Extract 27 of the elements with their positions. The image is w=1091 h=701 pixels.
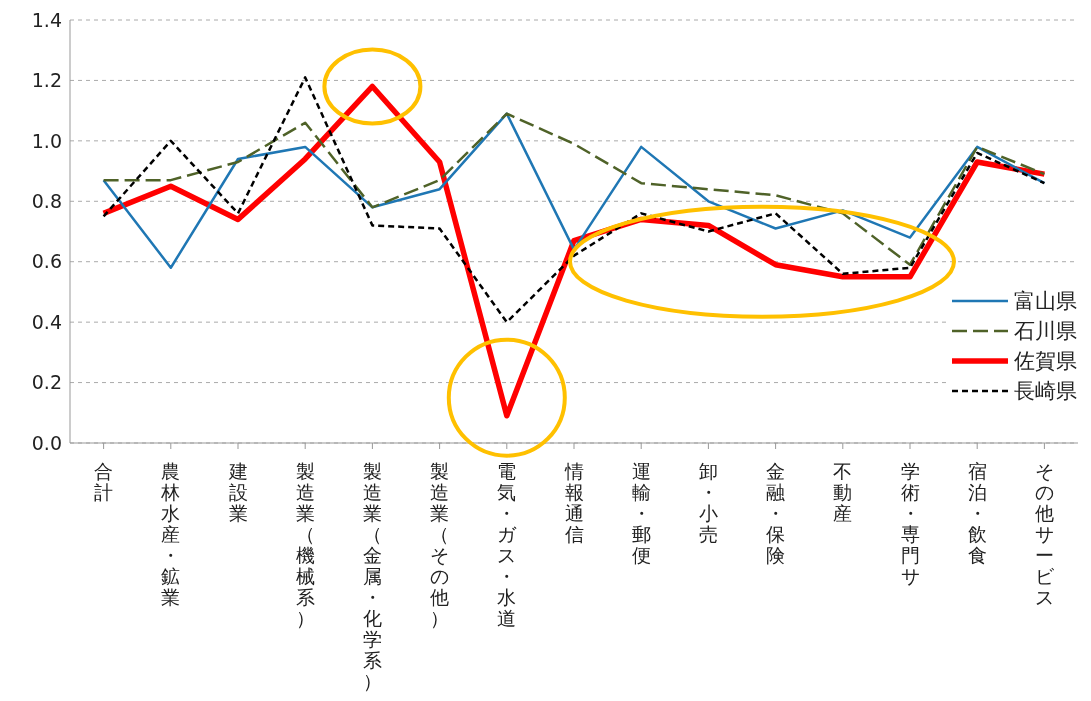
y-tick-label: 0.6 [31, 250, 62, 273]
x-tick-label: 電気・ガス・水道 [497, 460, 518, 629]
legend-label: 長崎県 [1014, 378, 1077, 406]
y-tick-label: 1.0 [31, 129, 62, 152]
x-tick-label: 学術・専門サ [900, 460, 920, 587]
x-tick-label: 建設業 [227, 460, 248, 524]
y-tick-label: 0.4 [31, 310, 62, 333]
x-tick-label: 情報通信 [563, 460, 584, 545]
x-tick-label: 製造業（機械系） [295, 460, 315, 629]
x-tick-label: 製造業（その他） [430, 460, 450, 629]
y-tick-label: 0.0 [31, 431, 62, 454]
x-tick-label: 宿泊・飲食 [967, 460, 987, 566]
x-tick-label: 不動産 [833, 460, 853, 524]
x-tick-label: 合計 [94, 460, 114, 503]
y-tick-label: 1.2 [31, 69, 62, 92]
x-tick-label: その他サービス [1034, 460, 1055, 608]
category-label: 製造業（金属・化学系） [362, 460, 382, 692]
legend-label: 富山県 [1014, 288, 1077, 316]
legend-label: 佐賀県 [1014, 348, 1077, 376]
x-tick-label: 卸・小売 [698, 460, 718, 545]
y-tick-label: 0.8 [31, 190, 62, 213]
legend-label: 石川県 [1014, 318, 1077, 346]
y-tick-label: 1.4 [31, 8, 62, 31]
x-tick-label: 農林水産・鉱業 [160, 460, 181, 608]
x-tick-label: 運輸・郵便 [631, 460, 651, 566]
x-tick-label: 金融・保険 [766, 460, 786, 566]
y-tick-label: 0.2 [31, 371, 62, 394]
